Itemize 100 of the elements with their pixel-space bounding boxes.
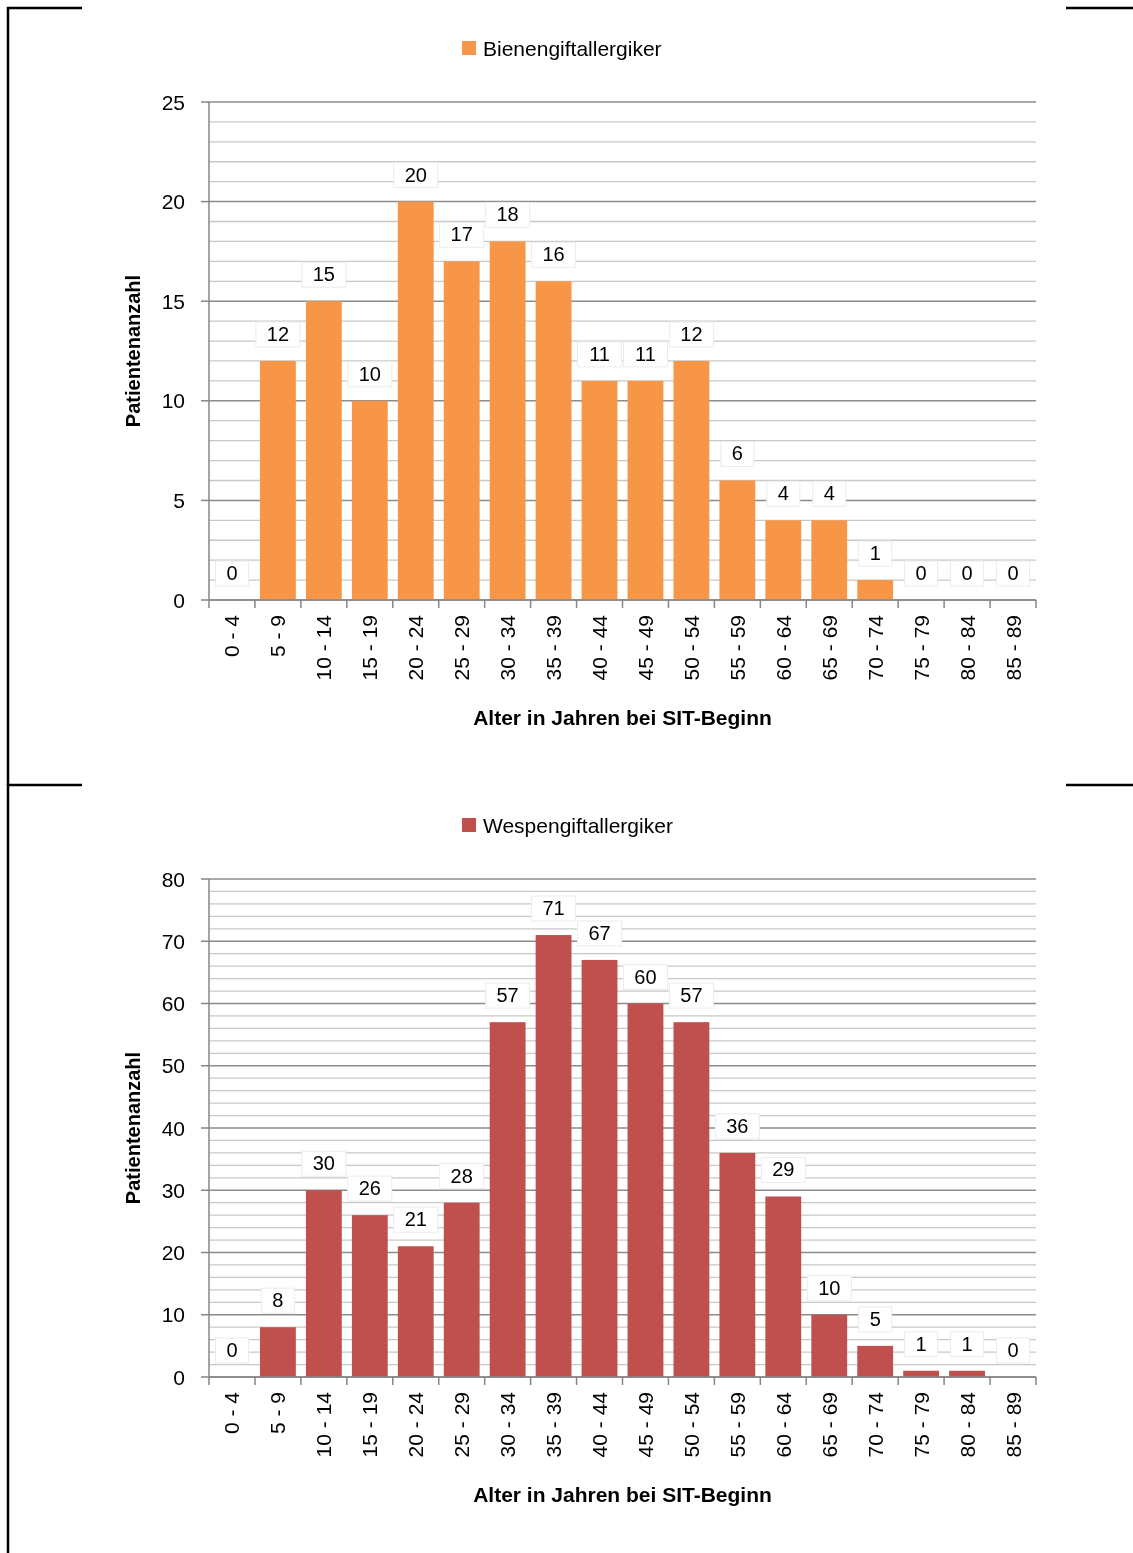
bar	[443, 261, 480, 600]
bar	[765, 520, 802, 600]
data-label: 60	[634, 965, 657, 988]
bar	[489, 1022, 526, 1377]
x-tick-label: 60 - 64	[771, 614, 795, 681]
data-label: 0	[226, 1339, 238, 1361]
y-tick-label: 5	[173, 488, 185, 512]
y-tick-label: 10	[161, 389, 185, 413]
x-tick-label: 30 - 34	[496, 1391, 520, 1458]
x-tick-label: 75 - 79	[909, 1392, 933, 1458]
data-label: 18	[496, 203, 519, 226]
bar	[719, 1152, 756, 1377]
x-tick-label: 35 - 39	[542, 1392, 566, 1458]
data-label: 4	[823, 482, 835, 505]
bar	[305, 301, 342, 600]
x-tick-label: 65 - 69	[817, 1392, 841, 1458]
data-label: 12	[266, 322, 290, 345]
x-tick-label: 5 - 9	[266, 615, 290, 658]
x-tick-label: 25 - 29	[450, 1392, 474, 1458]
data-label: 57	[680, 984, 703, 1007]
bar	[397, 1246, 434, 1377]
x-tick-label: 10 - 14	[312, 614, 336, 681]
data-label: 17	[450, 223, 473, 246]
x-tick-label: 85 - 89	[1001, 615, 1025, 681]
data-label: 15	[312, 263, 335, 286]
data-label: 0	[961, 562, 973, 584]
bar	[811, 520, 848, 600]
bar	[535, 281, 572, 600]
x-tick-label: 15 - 19	[358, 1392, 382, 1458]
data-label: 1	[961, 1332, 973, 1355]
y-tick-label: 15	[161, 289, 185, 313]
bar	[857, 580, 894, 600]
bar	[397, 201, 434, 600]
bar	[857, 1345, 894, 1377]
bar	[627, 380, 664, 600]
data-label: 71	[542, 897, 565, 920]
x-tick-label: 55 - 59	[725, 615, 749, 681]
x-tick-label: 5 - 9	[266, 1392, 290, 1435]
legend-label: Bienengiftallergiker	[483, 36, 662, 60]
data-label: 16	[542, 243, 565, 266]
x-axis-title: Alter in Jahren bei SIT-Beginn	[473, 1482, 772, 1506]
x-tick-label: 40 - 44	[588, 1391, 612, 1458]
x-tick-label: 50 - 54	[679, 614, 703, 681]
x-tick-label: 0 - 4	[220, 614, 244, 658]
bar	[581, 959, 618, 1377]
data-label: 10	[358, 362, 381, 385]
x-tick-label: 65 - 69	[817, 615, 841, 681]
y-tick-label: 50	[161, 1054, 185, 1078]
data-label: 12	[680, 322, 703, 345]
y-axis-title: Patientenanzahl	[122, 1051, 144, 1205]
data-label: 29	[772, 1158, 795, 1181]
data-label: 1	[915, 1332, 927, 1355]
x-tick-label: 85 - 89	[1001, 1392, 1025, 1458]
y-tick-label: 0	[173, 588, 185, 612]
bar	[351, 1215, 388, 1377]
y-tick-label: 25	[161, 90, 185, 114]
x-tick-label: 25 - 29	[450, 615, 474, 681]
data-label: 11	[635, 342, 656, 365]
y-tick-label: 10	[161, 1303, 185, 1327]
data-label: 0	[226, 562, 238, 584]
x-tick-label: 70 - 74	[863, 1391, 887, 1458]
bar	[719, 480, 756, 600]
bar	[351, 400, 388, 600]
y-axis-title: Patientenanzahl	[122, 274, 144, 428]
x-tick-label: 70 - 74	[863, 614, 887, 681]
x-tick-label: 50 - 54	[679, 1391, 703, 1458]
data-label: 6	[731, 442, 743, 465]
data-label: 10	[818, 1276, 841, 1299]
x-tick-label: 80 - 84	[955, 614, 979, 681]
x-tick-label: 20 - 24	[404, 1391, 428, 1458]
data-label: 0	[1007, 562, 1019, 584]
data-label: 8	[272, 1289, 284, 1312]
bar	[581, 380, 618, 600]
y-tick-label: 20	[161, 1241, 185, 1264]
y-tick-label: 40	[161, 1116, 185, 1140]
data-label: 26	[358, 1177, 381, 1200]
bar	[489, 241, 526, 600]
y-tick-label: 70	[161, 929, 185, 953]
x-tick-label: 45 - 49	[633, 1392, 657, 1458]
data-label: 0	[1007, 1339, 1019, 1361]
bar	[260, 360, 296, 600]
x-tick-label: 0 - 4	[220, 1391, 244, 1435]
data-label: 0	[915, 562, 927, 584]
data-label: 57	[496, 984, 519, 1007]
bar	[305, 1190, 342, 1377]
x-tick-label: 45 - 49	[633, 615, 657, 681]
data-label: 67	[588, 921, 611, 944]
y-tick-label: 60	[161, 992, 185, 1015]
data-label: 5	[869, 1307, 881, 1330]
bar	[260, 1327, 296, 1377]
bar	[627, 1003, 664, 1377]
data-label: 28	[450, 1164, 473, 1187]
data-label: 4	[777, 482, 789, 505]
y-tick-label: 20	[161, 190, 185, 214]
bar	[443, 1202, 480, 1377]
data-label: 1	[869, 542, 881, 565]
x-tick-label: 20 - 24	[404, 614, 428, 681]
x-tick-label: 15 - 19	[358, 615, 382, 681]
x-tick-label: 10 - 14	[312, 1391, 336, 1458]
x-tick-label: 40 - 44	[588, 614, 612, 681]
